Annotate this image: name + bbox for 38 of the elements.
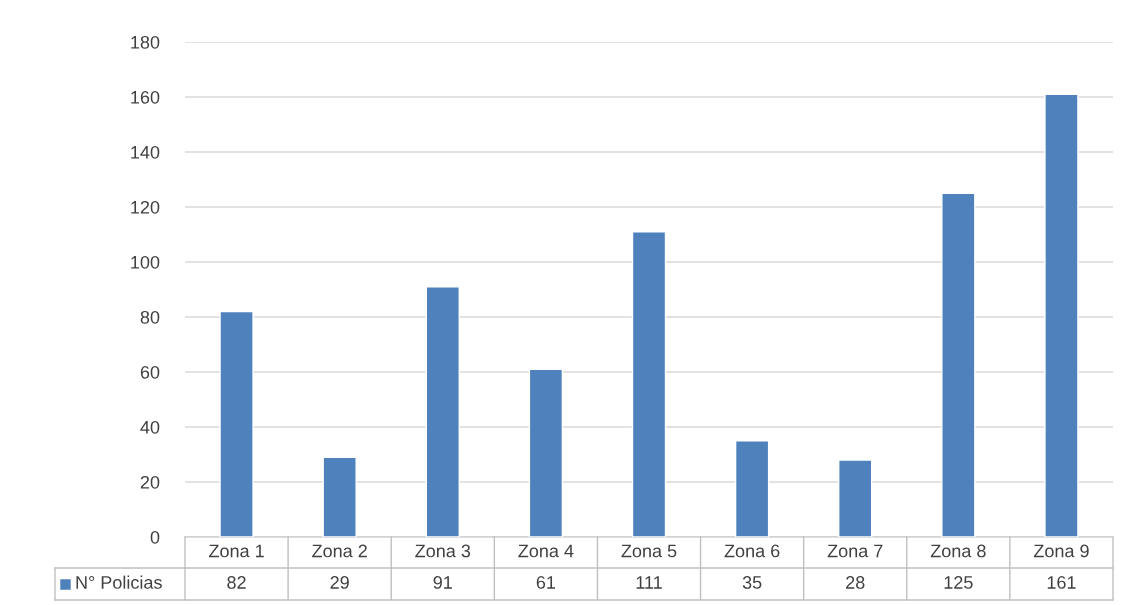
- data-label: 61: [536, 576, 556, 589]
- data-label: 29: [330, 576, 349, 589]
- bar: [838, 459, 873, 537]
- bar: [322, 456, 357, 537]
- x-tick-label: Zona 7: [827, 544, 883, 558]
- data-label: 35: [742, 576, 762, 589]
- data-label: 161: [1047, 576, 1076, 589]
- data-label: 125: [944, 576, 973, 589]
- data-label: 28: [846, 576, 865, 589]
- bar: [425, 286, 460, 537]
- y-tick-label: 140: [131, 145, 160, 159]
- x-tick-label: Zona 9: [1033, 544, 1089, 558]
- y-tick-label: 100: [131, 255, 160, 269]
- data-label: 82: [227, 576, 246, 589]
- bar: [219, 310, 254, 537]
- bar: [734, 440, 770, 537]
- bar: [631, 231, 667, 537]
- y-tick-label: 40: [140, 420, 160, 434]
- bar: [528, 368, 564, 537]
- y-tick-label: 0: [150, 530, 160, 544]
- y-tick-label: 60: [140, 365, 160, 379]
- bar: [941, 192, 976, 537]
- y-tick-label: 20: [140, 475, 160, 489]
- x-tick-label: Zona 6: [724, 544, 780, 558]
- x-tick-label: Zona 2: [312, 544, 367, 558]
- y-tick-label: 120: [131, 200, 160, 214]
- x-tick-label: Zona 1: [209, 544, 264, 558]
- bar: [1044, 93, 1079, 537]
- x-tick-label: Zona 8: [930, 544, 986, 558]
- y-tick-label: 80: [140, 310, 160, 324]
- data-label: 91: [433, 576, 452, 589]
- x-tick-label: Zona 5: [621, 544, 677, 558]
- legend-label: N° Policias: [76, 575, 162, 589]
- x-tick-label: Zona 3: [415, 544, 471, 558]
- x-tick-label: Zona 4: [518, 544, 574, 558]
- y-tick-label: 160: [131, 90, 160, 104]
- data-label: 111: [636, 576, 662, 589]
- y-tick-label: 180: [131, 35, 160, 49]
